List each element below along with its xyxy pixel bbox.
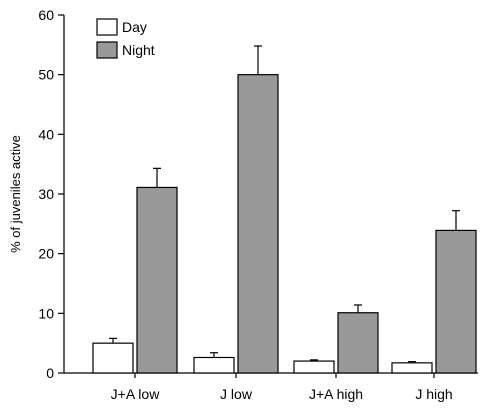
y-tick-label: 60 <box>38 7 54 23</box>
y-ticks: 0 10 20 30 40 50 60 <box>38 7 64 381</box>
y-tick-label: 20 <box>38 246 54 262</box>
legend-swatch-day <box>96 18 118 36</box>
y-tick-label: 10 <box>38 305 54 321</box>
y-axis-label: % of juveniles active <box>8 135 23 253</box>
bar-night-0 <box>136 186 178 374</box>
bar-day-1 <box>193 356 235 374</box>
bar-day-2 <box>293 360 335 374</box>
category-label: J+A high <box>309 386 363 402</box>
category-label: J+A low <box>111 386 161 402</box>
bar-night-1 <box>237 74 279 374</box>
category-labels: J+A low J low J+A high J high <box>111 373 453 402</box>
y-tick-label: 30 <box>38 186 54 202</box>
bar-night-3 <box>435 229 477 374</box>
category-label: J low <box>220 386 253 402</box>
bar-day-3 <box>391 362 433 374</box>
y-tick-label: 40 <box>38 126 54 142</box>
legend-label-day: Day <box>122 19 147 35</box>
category-label: J high <box>415 386 452 402</box>
legend-swatch-night <box>96 41 118 59</box>
legend-label-night: Night <box>122 42 155 58</box>
legend: Day Night <box>96 18 155 59</box>
y-tick-label: 0 <box>46 365 54 381</box>
bars <box>92 45 477 374</box>
y-tick-label: 50 <box>38 67 54 83</box>
bar-night-2 <box>337 312 379 374</box>
bar-day-0 <box>92 342 134 374</box>
